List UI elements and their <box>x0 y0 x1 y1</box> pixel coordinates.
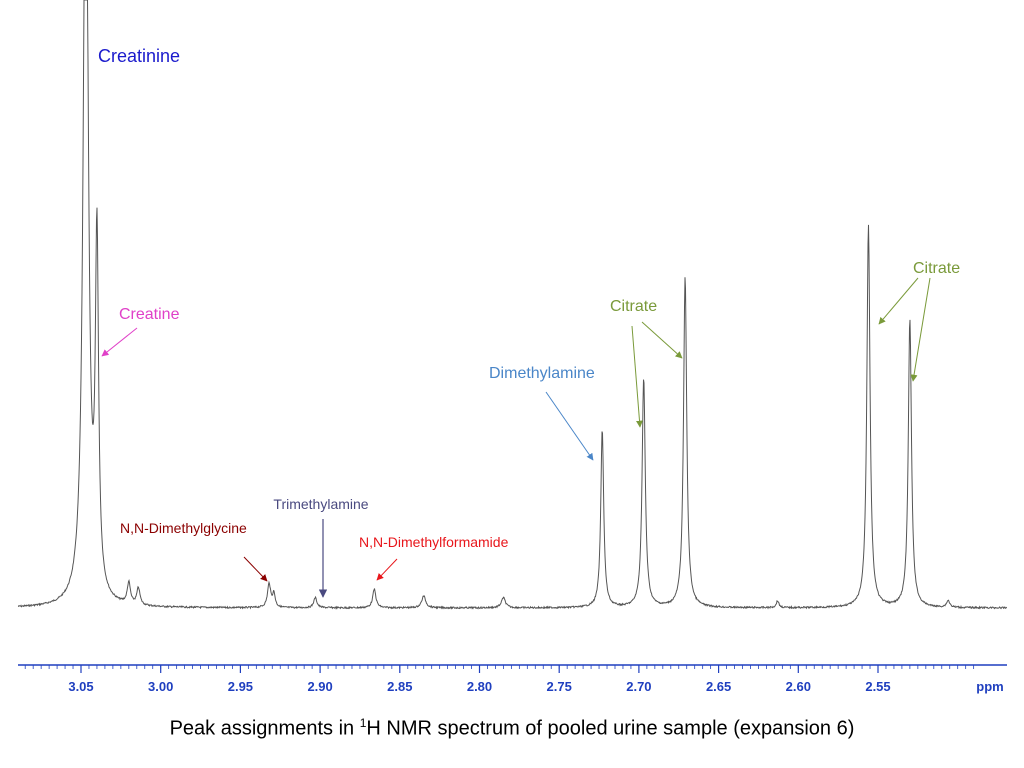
tick-label: 2.70 <box>626 679 651 694</box>
caption-suffix: H NMR spectrum of pooled urine sample (e… <box>366 717 855 740</box>
tick-labels: 3.05 3.00 2.95 2.90 2.85 2.80 2.75 2.70 2.65 2.60… <box>68 679 890 694</box>
tick-label: 2.80 <box>467 679 492 694</box>
tick-label: 2.85 <box>387 679 412 694</box>
caption-superscript: 1 <box>359 716 367 730</box>
annotation-arrow-dimethylglycine <box>243 556 268 582</box>
tick-label: 2.65 <box>706 679 731 694</box>
annotation-label-citrate-2: Citrate <box>913 260 960 277</box>
annotation-arrow-dimethylamine <box>545 391 594 461</box>
annotation-label-creatine: Creatine <box>119 306 180 323</box>
annotation-arrow-dimethylformamide <box>376 558 398 581</box>
spectrum-plot <box>17 0 1007 610</box>
annotation-arrow-creatine <box>101 327 138 357</box>
x-axis-unit-label: ppm <box>976 679 1003 694</box>
annotation-label-dimethylformamide: N,N-Dimethylformamide <box>359 534 509 550</box>
tick-label: 2.60 <box>786 679 811 694</box>
figure-caption: Peak assignments in 1H NMR spectrum of p… <box>0 716 1024 741</box>
caption-prefix: Peak assignments in <box>169 717 360 740</box>
tick-label: 2.75 <box>547 679 572 694</box>
annotation-label-dimethylglycine: N,N-Dimethylglycine <box>120 520 247 536</box>
annotation-arrow-citrate-2a <box>878 277 919 325</box>
major-ticks <box>80 665 879 673</box>
tick-label: 3.05 <box>68 679 93 694</box>
annotation-label-creatinine: Creatinine <box>98 46 180 66</box>
annotation-label-dimethylamine: Dimethylamine <box>489 365 595 382</box>
x-axis: 3.05 3.00 2.95 2.90 2.85 2.80 2.75 2.70 2.65 2.60… <box>18 664 1007 694</box>
peak-annotations: Creatinine Creatine N,N-Dimethylglycine … <box>98 46 960 598</box>
spectrum-trace <box>17 0 1007 610</box>
tick-label: 2.90 <box>307 679 332 694</box>
tick-label: 2.95 <box>228 679 253 694</box>
tick-label: 3.00 <box>148 679 173 694</box>
annotation-arrow-citrate-1a <box>631 325 643 428</box>
annotation-arrow-citrate-2b <box>910 277 931 382</box>
tick-label: 2.55 <box>865 679 890 694</box>
annotation-arrow-citrate-1b <box>641 321 683 359</box>
annotation-label-citrate-1: Citrate <box>610 298 657 315</box>
annotation-label-trimethylamine: Trimethylamine <box>273 496 368 512</box>
